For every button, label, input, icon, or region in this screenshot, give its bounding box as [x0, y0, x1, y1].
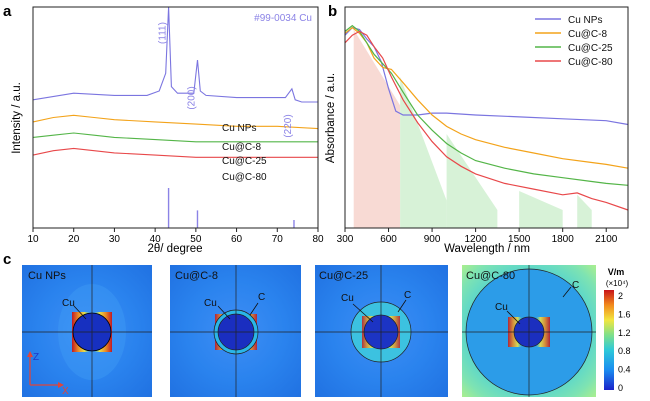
- panel-b: b 300 600 900 1200 1500 1800 2100 Cu NPs Cu@C-8…: [325, 3, 629, 255]
- core-pointer: [73, 305, 87, 320]
- x-tick-label: 900: [424, 234, 441, 245]
- map-title: Cu NPs: [28, 270, 66, 282]
- panel-c-letter: c: [3, 251, 11, 268]
- x-tick-label: 300: [337, 234, 354, 245]
- field-map-cu-nps: Cu NPs Cu Z X: [22, 265, 152, 397]
- panel-c: c Cu NPs Cu Z X: [3, 251, 631, 397]
- curve-label: Cu@C-8: [222, 142, 261, 153]
- legend-label: Cu@C-80: [568, 57, 613, 68]
- peak-label: (200): [186, 86, 197, 109]
- curve-label: Cu@C-80: [222, 172, 267, 183]
- colorbar-gradient: [604, 290, 614, 390]
- series-line-3: [344, 24, 629, 186]
- core-label: Cu: [495, 302, 508, 313]
- x-tick-label: 2100: [595, 234, 618, 245]
- colorbar-tick-label: 2: [618, 291, 623, 301]
- core-pointer: [506, 310, 521, 325]
- shell-label: C: [404, 290, 411, 301]
- series-line-4: [32, 147, 318, 158]
- x-tick-label: 60: [231, 234, 243, 245]
- colorbar-ticks: 2 1.6 1.2 0.8 0.4 0: [618, 291, 631, 393]
- panel-a-x-axis: 10 20 30 40 50 60 70 80: [27, 228, 324, 245]
- panel-b-frame: [344, 6, 629, 229]
- shaded-band-2: [400, 77, 447, 228]
- x-tick-label: 50: [190, 234, 202, 245]
- x-tick-label: 80: [312, 234, 324, 245]
- map-title: Cu@C-8: [175, 270, 218, 282]
- colorbar-unit: V/m: [608, 267, 625, 277]
- colorbar-tick-label: 0.4: [618, 365, 631, 375]
- shaded-band-3: [446, 134, 498, 228]
- series-line-4: [344, 30, 629, 211]
- map-title: Cu@C-80: [466, 270, 515, 282]
- colorbar: V/m (×10⁴) 2 1.6 1.2 0.8 0.4 0: [604, 267, 631, 393]
- x-tick-label: 1800: [552, 234, 575, 245]
- legend-label: Cu@C-25: [568, 43, 613, 54]
- reference-pattern-label: #99-0034 Cu: [254, 13, 312, 24]
- x-tick-label: 1500: [508, 234, 531, 245]
- panel-a-peak-labels: (111) (200) (220): [158, 22, 294, 138]
- core-label: Cu: [204, 298, 217, 309]
- core-label: Cu: [62, 298, 75, 309]
- x-tick-label: 600: [380, 234, 397, 245]
- x-tick-label: 70: [272, 234, 284, 245]
- x-tick-label: 20: [68, 234, 80, 245]
- x-tick-label: 1200: [464, 234, 487, 245]
- field-map-cu-c-25: Cu@C-25 Cu C: [315, 265, 448, 397]
- shell-pointer: [249, 302, 259, 316]
- colorbar-tick-label: 1.6: [618, 309, 631, 319]
- panel-b-xlabel: Wavelength / nm: [444, 243, 530, 255]
- panel-b-x-axis: 300 600 900 1200 1500 1800 2100: [337, 228, 618, 245]
- panel-a-ylabel: Intensity / a.u.: [11, 82, 23, 154]
- curve-label: Cu NPs: [222, 123, 256, 134]
- map-title: Cu@C-25: [319, 270, 368, 282]
- legend-label: Cu@C-8: [568, 29, 607, 40]
- series-line-1: [32, 6, 318, 103]
- shaded-band-1: [353, 29, 401, 228]
- panel-b-letter: b: [328, 3, 337, 20]
- curve-label: Cu@C-25: [222, 156, 267, 167]
- x-arrowhead: [58, 382, 64, 388]
- panel-a-reference-ticks: [167, 188, 295, 228]
- shaded-band-4: [519, 191, 563, 228]
- colorbar-scale: (×10⁴): [606, 279, 629, 288]
- field-map-cu-c-80: Cu@C-80 Cu C: [462, 265, 596, 397]
- shell-pointer: [397, 299, 407, 313]
- panel-a-series: [32, 6, 319, 158]
- panel-b-shaded-spectra: [353, 29, 592, 228]
- core-pointer: [352, 303, 374, 323]
- x-tick-label: 10: [27, 234, 39, 245]
- panel-a-frame: [32, 6, 319, 229]
- shell-label: C: [572, 280, 579, 291]
- colorbar-tick-label: 1.2: [618, 328, 631, 338]
- legend-label: Cu NPs: [568, 15, 602, 26]
- field-map-cu-c-8: Cu@C-8 Cu C: [170, 265, 301, 397]
- colorbar-tick-label: 0: [618, 383, 623, 393]
- x-axis-label: X: [62, 386, 69, 397]
- peak-label: (111): [158, 22, 169, 44]
- panel-a-curve-labels: Cu NPs Cu@C-8 Cu@C-25 Cu@C-80: [222, 123, 267, 183]
- x-tick-label: 40: [150, 234, 162, 245]
- colorbar-tick-label: 0.8: [618, 346, 631, 356]
- series-line-3: [32, 132, 318, 143]
- panel-a-xlabel: 2θ/ degree: [148, 243, 203, 255]
- core-label: Cu: [341, 293, 354, 304]
- panel-b-series: [344, 24, 629, 211]
- x-tick-label: 30: [109, 234, 121, 245]
- panel-b-ylabel: Absorbance / a.u.: [325, 73, 337, 163]
- panel-b-legend: Cu NPs Cu@C-8 Cu@C-25 Cu@C-80: [535, 15, 613, 68]
- shaded-band-5: [577, 194, 592, 228]
- z-arrowhead: [27, 351, 33, 357]
- panel-a-letter: a: [3, 3, 12, 20]
- peak-label: (220): [283, 114, 294, 137]
- series-line-2: [32, 114, 319, 130]
- shell-pointer: [562, 286, 572, 298]
- z-axis-label: Z: [33, 352, 39, 363]
- shell-label: C: [258, 292, 265, 303]
- series-line-1: [344, 26, 629, 126]
- core-pointer: [217, 305, 231, 320]
